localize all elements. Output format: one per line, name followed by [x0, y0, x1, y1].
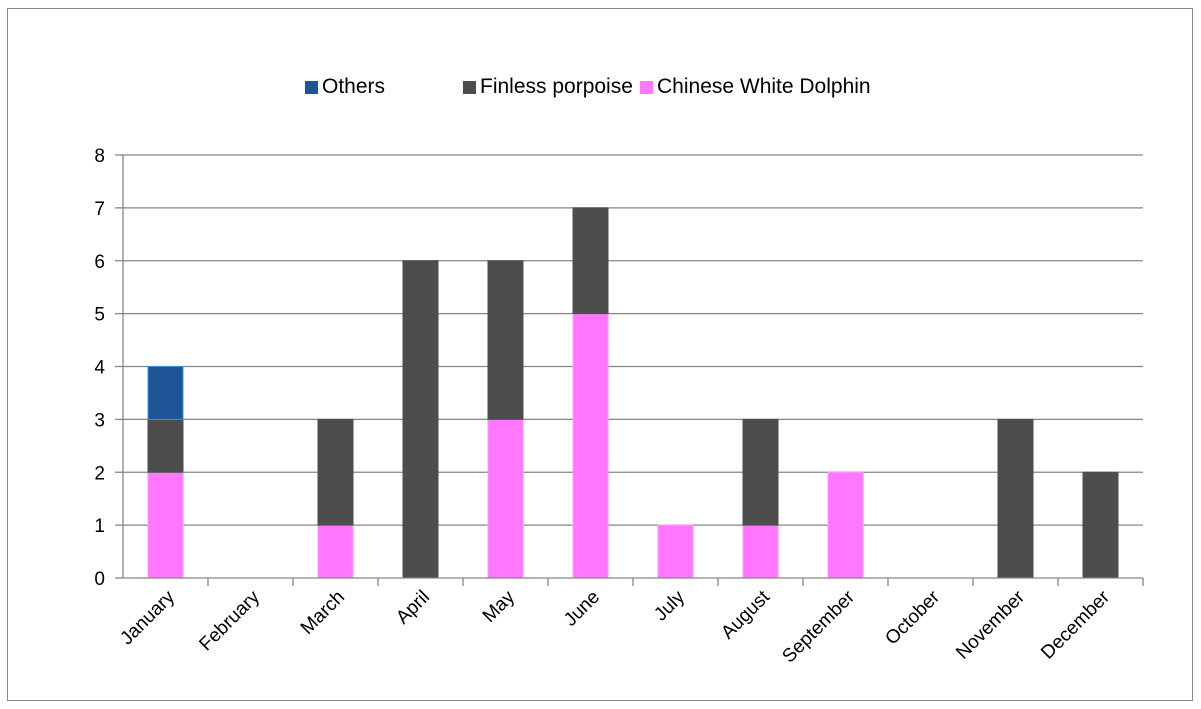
bar-chinese-white-dolphin-september	[827, 471, 864, 579]
bar-finless-porpoise-december	[1082, 471, 1119, 579]
bar-finless-porpoise-march	[317, 418, 354, 526]
legend-swatch-chinese-white-dolphin	[640, 81, 653, 94]
bars	[147, 207, 1119, 579]
x-category-label: April	[392, 587, 434, 629]
y-tick-label: 2	[94, 463, 105, 484]
y-tick-label: 8	[94, 146, 105, 167]
bar-chinese-white-dolphin-may	[487, 418, 524, 579]
legend-label-chinese-white-dolphin: Chinese White Dolphin	[657, 75, 871, 98]
x-category-label: September	[778, 586, 859, 667]
legend-swatch-others	[305, 81, 318, 94]
x-category-label: October	[881, 586, 944, 649]
gridlines	[123, 154, 1143, 526]
x-axis-category-labels: January February March April May June July Augu…	[116, 586, 1114, 667]
bar-chinese-white-dolphin-august	[742, 524, 779, 579]
y-tick-label: 5	[94, 305, 105, 326]
bar-finless-porpoise-june	[572, 207, 609, 315]
y-axis-tick-labels: 0 1 2 3 4 5 6 7 8	[94, 146, 105, 590]
bar-finless-porpoise-november	[997, 418, 1034, 579]
x-category-label: May	[479, 586, 520, 627]
x-category-label: February	[195, 586, 264, 655]
bar-chinese-white-dolphin-january	[147, 471, 184, 579]
bar-chinese-white-dolphin-march	[317, 524, 354, 579]
x-category-label: November	[952, 586, 1029, 663]
x-category-label: March	[297, 587, 349, 639]
legend-label-others: Others	[322, 75, 385, 98]
y-tick-label: 6	[94, 252, 105, 273]
y-tick-label: 3	[94, 410, 105, 431]
y-tick-label: 4	[94, 358, 105, 379]
bar-finless-porpoise-may	[487, 260, 524, 420]
x-category-label: July	[650, 586, 689, 625]
axes	[115, 154, 1144, 586]
bar-chinese-white-dolphin-june	[572, 313, 609, 579]
x-category-label: August	[717, 586, 774, 643]
stacked-bar-chart: 0 1 2 3 4 5 6 7 8 January February March April May Ju…	[94, 75, 1144, 667]
y-tick-label: 7	[94, 199, 105, 220]
legend: Others Finless porpoise Chinese White Dolp…	[305, 75, 871, 98]
bar-finless-porpoise-january	[147, 418, 184, 473]
legend-swatch-finless-porpoise	[463, 81, 476, 94]
y-tick-label: 0	[94, 569, 105, 590]
bar-others-january	[147, 366, 184, 420]
chart-frame: 0 1 2 3 4 5 6 7 8 January February March April May Ju…	[7, 8, 1193, 701]
x-category-label: December	[1037, 586, 1114, 663]
x-category-label: June	[560, 587, 604, 631]
bar-chinese-white-dolphin-july	[657, 524, 694, 579]
legend-label-finless-porpoise: Finless porpoise	[480, 75, 633, 98]
bar-finless-porpoise-august	[742, 418, 779, 526]
x-category-label: January	[116, 586, 179, 649]
y-tick-label: 1	[94, 516, 105, 537]
bar-finless-porpoise-april	[402, 260, 439, 579]
